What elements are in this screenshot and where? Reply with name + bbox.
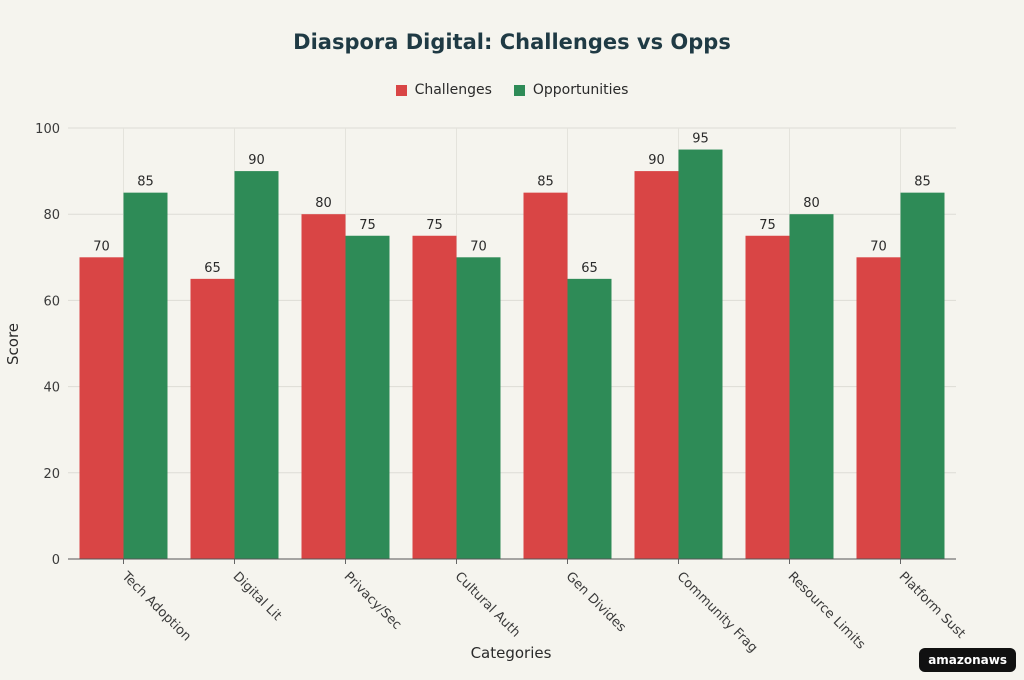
- data-label: 65: [204, 261, 221, 276]
- legend-swatch-opportunities: [513, 84, 525, 96]
- bar-challenges-5[interactable]: [634, 171, 679, 559]
- amazonaws-badge: amazonaws: [919, 648, 1016, 672]
- data-label: 90: [248, 153, 265, 168]
- legend-label-opportunities: Opportunities: [532, 82, 629, 98]
- data-label: 75: [359, 218, 376, 233]
- data-label: 85: [537, 175, 554, 190]
- x-tick-label: Platform Sust: [896, 569, 968, 641]
- y-tick-label: 20: [43, 467, 60, 482]
- legend-label-challenges: Challenges: [414, 82, 492, 98]
- x-axis: Tech Adoption Digital Lit Privacy/Sec Cultu…: [68, 558, 968, 656]
- bar-opportunities-4[interactable]: [567, 278, 612, 559]
- data-label: 70: [470, 239, 487, 254]
- x-tick-label: Community Frag: [674, 569, 761, 656]
- chart-title: Diaspora Digital: Challenges vs Opps: [293, 30, 731, 54]
- legend: Challenges Opportunities: [0, 82, 1024, 98]
- legend-swatch-challenges: [395, 84, 407, 96]
- x-axis-title: Categories: [471, 644, 552, 662]
- y-axis-title: Score: [4, 323, 22, 365]
- bar-challenges-2[interactable]: [301, 214, 346, 559]
- data-label: 65: [581, 261, 598, 276]
- y-axis: 0 20 40 60 80 100: [35, 122, 60, 568]
- y-tick-label: 100: [35, 122, 60, 137]
- x-tick-label: Gen Divides: [563, 569, 629, 635]
- bars: [79, 149, 945, 560]
- bar-opportunities-0[interactable]: [123, 192, 168, 559]
- data-label: 75: [759, 218, 776, 233]
- legend-item-challenges[interactable]: Challenges: [395, 82, 492, 98]
- data-label: 70: [870, 239, 887, 254]
- y-tick-label: 0: [52, 553, 60, 568]
- data-label: 75: [426, 218, 443, 233]
- bar-challenges-3[interactable]: [412, 235, 457, 559]
- bar-challenges-7[interactable]: [856, 257, 901, 559]
- bar-opportunities-5[interactable]: [678, 149, 723, 560]
- y-tick-label: 40: [43, 381, 60, 396]
- bar-challenges-4[interactable]: [523, 192, 568, 559]
- legend-item-opportunities[interactable]: Opportunities: [513, 82, 629, 98]
- x-tick-label: Privacy/Sec: [341, 569, 405, 633]
- y-tick-label: 80: [43, 208, 60, 223]
- bar-opportunities-3[interactable]: [456, 257, 501, 559]
- data-label: 80: [803, 196, 820, 211]
- data-label: 85: [914, 175, 931, 190]
- data-label: 80: [315, 196, 332, 211]
- bar-challenges-1[interactable]: [190, 278, 235, 559]
- y-tick-label: 60: [43, 294, 60, 309]
- data-label: 70: [93, 239, 110, 254]
- x-tick-label: Digital Lit: [230, 569, 285, 624]
- data-label: 95: [692, 132, 709, 147]
- data-label: 85: [137, 175, 154, 190]
- bar-challenges-0[interactable]: [79, 257, 124, 559]
- bar-opportunities-1[interactable]: [234, 171, 279, 559]
- bar-challenges-6[interactable]: [745, 235, 790, 559]
- bar-opportunities-7[interactable]: [900, 192, 945, 559]
- data-label: 90: [648, 153, 665, 168]
- x-tick-label: Tech Adoption: [118, 569, 194, 645]
- data-labels: 70 85 65 90 80 75 75 70 85 65 90 95 75 80 70 85: [93, 132, 931, 276]
- x-tick-label: Resource Limits: [785, 569, 868, 652]
- x-tick-label: Cultural Auth: [452, 569, 523, 640]
- bar-opportunities-6[interactable]: [789, 214, 834, 559]
- bar-opportunities-2[interactable]: [345, 235, 390, 559]
